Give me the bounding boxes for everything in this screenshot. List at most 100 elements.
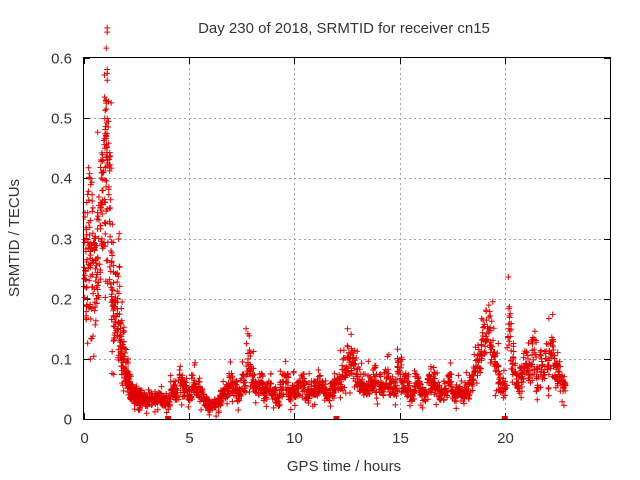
data-point [344, 343, 351, 350]
data-point [377, 371, 384, 378]
y-tick-label: 0.3 [51, 232, 72, 249]
data-point [99, 157, 106, 164]
data-point [129, 382, 136, 389]
y-axis-label: SRMTID / TECUs [6, 179, 23, 297]
data-point [361, 371, 368, 378]
data-point [555, 368, 562, 375]
data-point [81, 272, 88, 279]
data-point [103, 133, 110, 140]
data-point [180, 389, 187, 396]
data-point [92, 317, 99, 324]
data-point [106, 167, 113, 174]
data-point [483, 308, 490, 315]
data-point [108, 165, 115, 172]
data-point [94, 129, 101, 136]
data-point [545, 392, 552, 399]
data-point [220, 378, 227, 385]
data-point [358, 360, 365, 367]
data-point [183, 382, 190, 389]
data-point [244, 368, 251, 375]
data-point [465, 396, 472, 403]
data-point [277, 384, 284, 391]
data-point [87, 273, 94, 280]
data-point [314, 376, 321, 383]
data-point [556, 368, 563, 375]
data-point [299, 375, 306, 382]
data-point [108, 258, 115, 265]
grid [84, 58, 610, 419]
data-point [103, 45, 110, 52]
data-point [445, 379, 452, 386]
data-point [241, 385, 248, 392]
data-point [440, 389, 447, 396]
data-point [92, 233, 99, 240]
data-point [365, 372, 372, 379]
data-point [549, 311, 556, 318]
data-point [353, 354, 360, 361]
data-point [562, 380, 569, 387]
data-point [491, 348, 498, 355]
data-point [469, 382, 476, 389]
data-point [359, 376, 366, 383]
data-point [470, 375, 477, 382]
data-point [495, 340, 502, 347]
data-point [252, 399, 259, 406]
data-point [554, 349, 561, 356]
data-point [110, 337, 117, 344]
data-point [99, 187, 106, 194]
data-point [102, 123, 109, 130]
data-point [340, 347, 347, 354]
data-point [269, 392, 276, 399]
data-point [305, 381, 312, 388]
data-point [283, 373, 290, 380]
data-point [117, 343, 124, 350]
data-point [85, 164, 92, 171]
data-point [485, 302, 492, 309]
data-point [104, 280, 111, 287]
data-point [251, 388, 258, 395]
data-point [533, 375, 540, 382]
data-point [485, 314, 492, 321]
data-point [267, 370, 274, 377]
data-point [319, 378, 326, 385]
data-point [91, 299, 98, 306]
data-point [270, 389, 277, 396]
data-point [116, 230, 123, 237]
data-point [258, 379, 265, 386]
data-point [534, 384, 541, 391]
data-point [341, 384, 348, 391]
data-point [258, 370, 265, 377]
data-point [131, 406, 138, 413]
data-point [106, 153, 113, 160]
data-point [302, 378, 309, 385]
data-point [520, 350, 527, 357]
data-point [122, 359, 129, 366]
data-point [109, 287, 116, 294]
data-point [105, 123, 112, 130]
data-point [559, 398, 566, 405]
data-point [445, 372, 452, 379]
data-point [181, 379, 188, 386]
data-point [213, 413, 220, 420]
data-point [548, 351, 555, 358]
data-point [102, 177, 109, 184]
data-point [534, 396, 541, 403]
data-point [420, 390, 427, 397]
data-point [529, 361, 536, 368]
data-point [215, 407, 222, 414]
data-point [104, 144, 111, 151]
data-point [243, 325, 250, 332]
data-point [174, 387, 181, 394]
chart-title: Day 230 of 2018, SRMTID for receiver cn1… [198, 20, 490, 37]
data-point [177, 363, 184, 370]
data-point [531, 328, 538, 335]
data-point [342, 369, 349, 376]
data-point [486, 327, 493, 334]
data-point [104, 29, 111, 36]
data-point [492, 368, 499, 375]
data-point [184, 392, 191, 399]
data-point [499, 378, 506, 385]
data-point [492, 352, 499, 359]
data-point [87, 301, 94, 308]
